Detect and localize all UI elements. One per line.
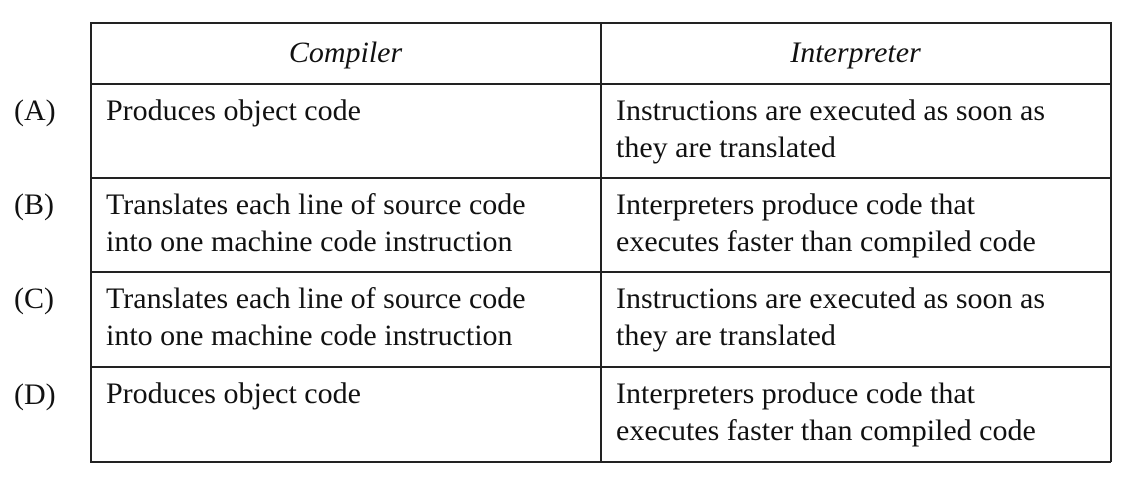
interpreter-cell-c-line-1: Instructions are executed as soon as <box>616 282 1046 315</box>
compiler-cell-b-line-1: Translates each line of source code <box>106 188 526 221</box>
compiler-cell-c-line-1: Translates each line of source code <box>106 282 526 315</box>
header-interpreter: Interpreter <box>790 36 921 69</box>
header-compiler: Compiler <box>288 36 403 69</box>
column-divider <box>600 22 602 462</box>
table-border-right <box>1110 22 1112 462</box>
option-label-a: (A) <box>14 94 56 127</box>
interpreter-cell-b-line-2: executes faster than compiled code <box>616 225 1036 258</box>
option-label-b: (B) <box>14 188 54 221</box>
compiler-cell-b-line-2: into one machine code instruction <box>106 225 513 258</box>
interpreter-cell-d-line-2: executes faster than compiled code <box>616 414 1036 447</box>
interpreter-cell-b-line-1: Interpreters produce code that <box>616 188 975 221</box>
compiler-cell-c-line-2: into one machine code instruction <box>106 319 513 352</box>
compiler-cell-d-line-1: Produces object code <box>106 377 361 410</box>
table-border-left <box>90 22 92 462</box>
interpreter-cell-d-line-1: Interpreters produce code that <box>616 377 975 410</box>
option-label-c: (C) <box>14 282 54 315</box>
interpreter-cell-a-line-2: they are translated <box>616 131 836 164</box>
interpreter-cell-c-line-2: they are translated <box>616 319 836 352</box>
interpreter-cell-a-line-1: Instructions are executed as soon as <box>616 94 1046 127</box>
option-label-d: (D) <box>14 378 56 411</box>
compiler-cell-a-line-1: Produces object code <box>106 94 361 127</box>
